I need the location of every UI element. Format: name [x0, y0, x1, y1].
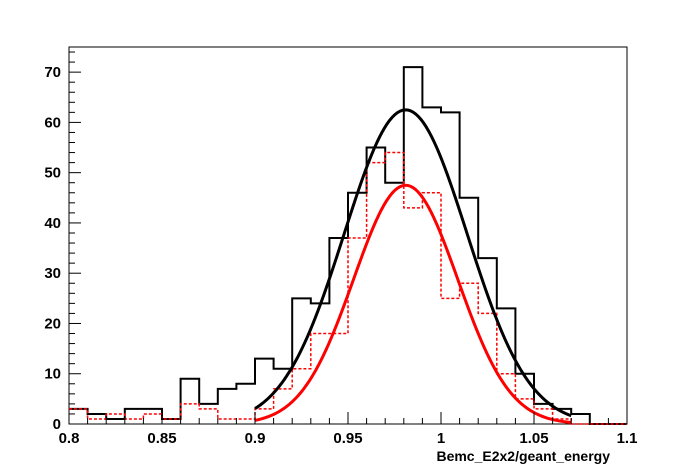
y-tick-label: 0 [53, 416, 61, 433]
fit-curve-red [254, 183, 572, 424]
y-tick-label: 60 [44, 114, 61, 131]
x-tick-label: 0.95 [333, 430, 362, 447]
y-tick-label: 20 [44, 315, 61, 332]
x-tick-label: 1.1 [617, 430, 638, 447]
series-layer [69, 66, 627, 425]
x-tick-label: 1.05 [519, 430, 548, 447]
y-tick-label: 40 [44, 215, 61, 232]
y-tick-label: 50 [44, 165, 61, 182]
x-tick-label: 0.9 [245, 430, 266, 447]
x-tick-label: 0.85 [147, 430, 176, 447]
y-tick-label: 30 [44, 265, 61, 282]
x-tick-label: 1 [437, 430, 445, 447]
fit-curve-black [254, 108, 572, 418]
y-tick-label: 70 [44, 64, 61, 81]
histogram-red-dashed [69, 151, 627, 425]
y-tick-label: 10 [44, 366, 61, 383]
axes: 0.8 0.85 0.9 0.95 1 1.05 1.1 0 10 20 30 40 50 60 70 [44, 51, 638, 447]
x-tick-label: 0.8 [59, 430, 80, 447]
x-axis-title: Bemc_E2x2/geant_energy [436, 448, 610, 464]
